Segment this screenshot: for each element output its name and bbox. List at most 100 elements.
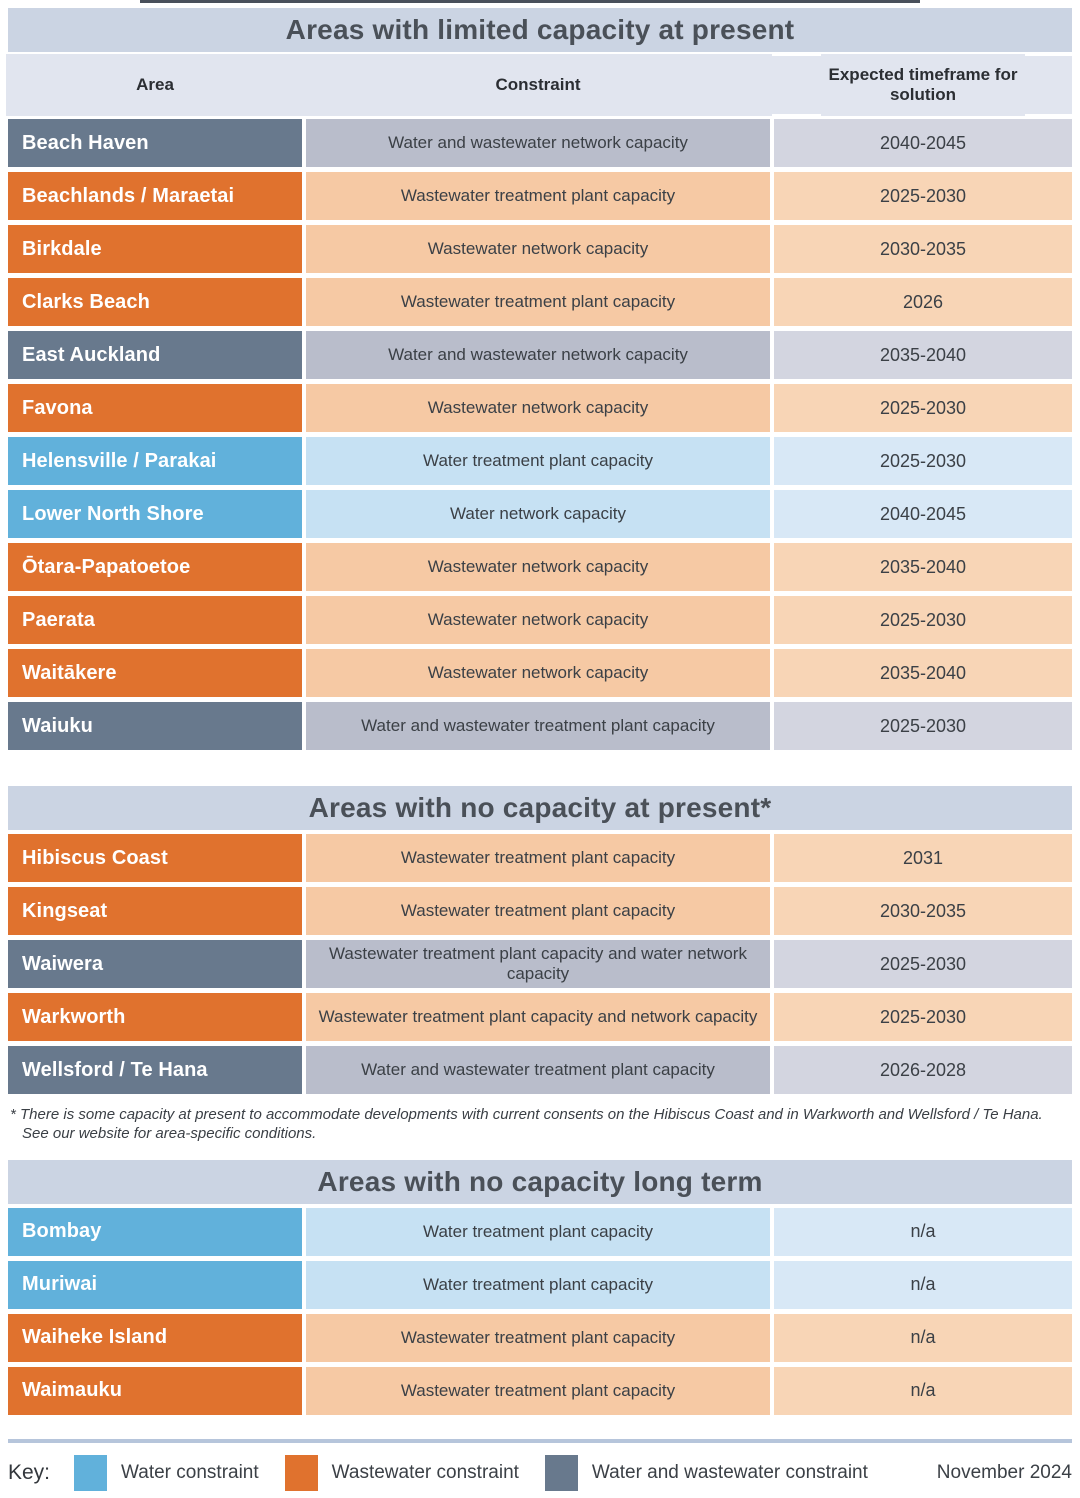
area-cell: Wellsford / Te Hana — [8, 1046, 302, 1094]
legend-item-both: Water and wastewater constraint — [544, 1454, 868, 1491]
section-1: Areas with no capacity at present* Hibisc… — [0, 786, 1080, 1144]
timeframe-cell: 2025-2030 — [774, 384, 1072, 432]
area-cell: Waimauku — [8, 1366, 302, 1415]
water-swatch-icon — [74, 1454, 108, 1491]
area-cell: Waiuku — [8, 702, 302, 750]
table-row: Lower North Shore Water network capacity 2… — [8, 490, 1072, 538]
timeframe-cell: 2025-2030 — [774, 993, 1072, 1041]
date-label: November 2024 — [936, 1461, 1072, 1483]
constraint-cell: Wastewater treatment plant capacity and … — [306, 940, 770, 988]
timeframe-cell: 2035-2040 — [774, 331, 1072, 379]
legend-item-wastewater: Wastewater constraint — [284, 1454, 519, 1491]
area-cell: Birkdale — [8, 225, 302, 273]
top-edge-strip — [140, 0, 920, 3]
constraint-cell: Water and wastewater network capacity — [306, 119, 770, 167]
timeframe-cell: 2030-2035 — [774, 887, 1072, 935]
timeframe-cell: 2035-2040 — [774, 649, 1072, 697]
table-row: East Auckland Water and wastewater networ… — [8, 331, 1072, 379]
legend: Key: Water constraint Wastewater constrai… — [8, 1453, 1072, 1493]
area-cell: Lower North Shore — [8, 490, 302, 538]
constraint-cell: Wastewater network capacity — [306, 384, 770, 432]
constraint-cell: Wastewater network capacity — [306, 596, 770, 644]
table-row: Helensville / Parakai Water treatment pla… — [8, 437, 1072, 485]
legend-items: Water constraint Wastewater constraint Wat… — [50, 1454, 868, 1491]
constraint-cell: Wastewater network capacity — [306, 649, 770, 697]
constraint-cell: Wastewater treatment plant capacity and … — [306, 993, 770, 1041]
column-header: Area — [8, 56, 302, 114]
table-row: Ōtara-Papatoetoe Wastewater network capac… — [8, 543, 1072, 591]
timeframe-cell: 2040-2045 — [774, 119, 1072, 167]
area-cell: Favona — [8, 384, 302, 432]
constraint-cell: Wastewater network capacity — [306, 543, 770, 591]
table-row: Hibiscus Coast Wastewater treatment plant… — [8, 834, 1072, 882]
area-cell: Paerata — [8, 596, 302, 644]
timeframe-cell: 2035-2040 — [774, 543, 1072, 591]
area-cell: Waiheke Island — [8, 1313, 302, 1362]
section-title: Areas with no capacity at present* — [8, 786, 1072, 830]
section-title: Areas with no capacity long term — [8, 1159, 1072, 1204]
constraint-cell: Water treatment plant capacity — [306, 437, 770, 485]
area-cell: Hibiscus Coast — [8, 834, 302, 882]
table-row: Warkworth Wastewater treatment plant capa… — [8, 993, 1072, 1041]
area-cell: Ōtara-Papatoetoe — [8, 543, 302, 591]
legend-title: Key: — [8, 1460, 51, 1484]
table-row: Waimauku Wastewater treatment plant capac… — [8, 1366, 1072, 1415]
constraint-cell: Water and wastewater treatment plant cap… — [306, 1046, 770, 1094]
legend-item-water: Water constraint — [74, 1454, 259, 1491]
table-row: Bombay Water treatment plant capacity n/a — [8, 1207, 1072, 1256]
section-0: Areas with limited capacity at present Ar… — [0, 8, 1080, 750]
area-cell: Warkworth — [8, 993, 302, 1041]
timeframe-cell: 2025-2030 — [774, 437, 1072, 485]
timeframe-cell: 2025-2030 — [774, 940, 1072, 988]
footnote-line: See our website for area-specific condit… — [22, 1124, 317, 1142]
timeframe-cell: 2025-2030 — [774, 596, 1072, 644]
column-header: Expected timeframe for solution — [823, 56, 1023, 114]
constraint-cell: Wastewater treatment plant capacity — [306, 887, 770, 935]
constraint-cell: Wastewater treatment plant capacity — [306, 172, 770, 220]
sections-root: Areas with limited capacity at present Ar… — [0, 8, 1080, 1415]
area-cell: Beach Haven — [8, 119, 302, 167]
timeframe-cell: n/a — [774, 1207, 1072, 1256]
table-row: Clarks Beach Wastewater treatment plant c… — [8, 278, 1072, 326]
constraint-cell: Wastewater network capacity — [306, 225, 770, 273]
constraint-cell: Wastewater treatment plant capacity — [306, 834, 770, 882]
footnote: * There is some capacity at present to a… — [10, 1106, 1072, 1144]
timeframe-cell: 2030-2035 — [774, 225, 1072, 273]
legend-item-label: Water constraint — [121, 1461, 259, 1483]
constraint-cell: Water treatment plant capacity — [306, 1207, 770, 1256]
table-row: Kingseat Wastewater treatment plant capac… — [8, 887, 1072, 935]
timeframe-cell: n/a — [774, 1260, 1072, 1309]
area-cell: Beachlands / Maraetai — [8, 172, 302, 220]
table-row: Muriwai Water treatment plant capacity n/a — [8, 1260, 1072, 1309]
constraint-cell: Water and wastewater network capacity — [306, 331, 770, 379]
area-cell: Muriwai — [8, 1260, 302, 1309]
constraint-cell: Water and wastewater treatment plant cap… — [306, 702, 770, 750]
column-header: Constraint — [306, 56, 770, 114]
table-row: Beachlands / Maraetai Wastewater treatmen… — [8, 172, 1072, 220]
section-title: Areas with limited capacity at present — [8, 8, 1072, 52]
timeframe-cell: n/a — [774, 1366, 1072, 1415]
both-swatch-icon — [544, 1454, 578, 1491]
table-row: Waiheke Island Wastewater treatment plant… — [8, 1313, 1072, 1362]
area-cell: Waitākere — [8, 649, 302, 697]
area-cell: Waiwera — [8, 940, 302, 988]
column-header-row: Area Constraint Expected timeframe for sol… — [8, 56, 1072, 114]
area-cell: Kingseat — [8, 887, 302, 935]
footnote-line: * There is some capacity at present to a… — [10, 1106, 1043, 1123]
table-row: Wellsford / Te Hana Water and wastewater … — [8, 1046, 1072, 1094]
timeframe-cell: 2026-2028 — [774, 1046, 1072, 1094]
constraint-cell: Wastewater treatment plant capacity — [306, 1313, 770, 1362]
area-cell: Helensville / Parakai — [8, 437, 302, 485]
table-row: Paerata Wastewater network capacity 2025-2… — [8, 596, 1072, 644]
constraint-cell: Wastewater treatment plant capacity — [306, 278, 770, 326]
wastewater-swatch-icon — [284, 1454, 318, 1491]
table-row: Birkdale Wastewater network capacity 2030-… — [8, 225, 1072, 273]
table-row: Beach Haven Water and wastewater network … — [8, 119, 1072, 167]
table-row: Favona Wastewater network capacity 2025-20… — [8, 384, 1072, 432]
key-divider — [8, 1438, 1072, 1443]
constraint-cell: Water network capacity — [306, 490, 770, 538]
timeframe-cell: 2026 — [774, 278, 1072, 326]
timeframe-cell: n/a — [774, 1313, 1072, 1362]
table-row: Waiuku Water and wastewater treatment pla… — [8, 702, 1072, 750]
